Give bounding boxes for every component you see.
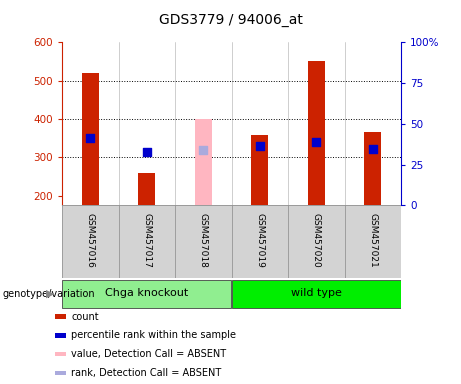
Bar (55, 371, 66, 375)
Text: value, Detection Call = ABSENT: value, Detection Call = ABSENT (71, 349, 226, 359)
Bar (231, 280, 401, 308)
Bar (55, 314, 66, 319)
Text: GSM457017: GSM457017 (142, 213, 152, 268)
Text: ▶: ▶ (47, 289, 55, 299)
Point (143, 149, 151, 156)
Bar (118, 205, 175, 278)
Point (369, 146, 377, 152)
Text: GSM457021: GSM457021 (368, 213, 378, 268)
Bar (55, 333, 66, 338)
Bar (62, 280, 231, 308)
Text: wild type: wild type (291, 288, 342, 298)
Bar (251, 135, 268, 205)
Bar (82, 73, 99, 205)
Text: genotype/variation: genotype/variation (2, 289, 95, 299)
Text: GSM457020: GSM457020 (312, 213, 321, 268)
Bar (231, 205, 288, 278)
Text: count: count (71, 311, 99, 322)
Point (256, 143, 264, 149)
Text: percentile rank within the sample: percentile rank within the sample (71, 330, 236, 340)
Bar (195, 119, 212, 205)
Text: Chga knockout: Chga knockout (105, 288, 189, 298)
Text: GDS3779 / 94006_at: GDS3779 / 94006_at (159, 13, 302, 27)
Text: rank, Detection Call = ABSENT: rank, Detection Call = ABSENT (71, 368, 222, 378)
Point (87, 135, 94, 141)
Bar (364, 132, 381, 205)
Bar (55, 352, 66, 356)
Text: GSM457016: GSM457016 (86, 213, 95, 268)
Bar (62, 205, 118, 278)
Bar (175, 205, 231, 278)
Text: GSM457019: GSM457019 (255, 213, 265, 268)
Point (313, 139, 320, 145)
Bar (138, 173, 155, 205)
Bar (344, 205, 401, 278)
Bar (288, 205, 344, 278)
Text: GSM457018: GSM457018 (199, 213, 208, 268)
Point (200, 147, 207, 153)
Bar (308, 61, 325, 205)
